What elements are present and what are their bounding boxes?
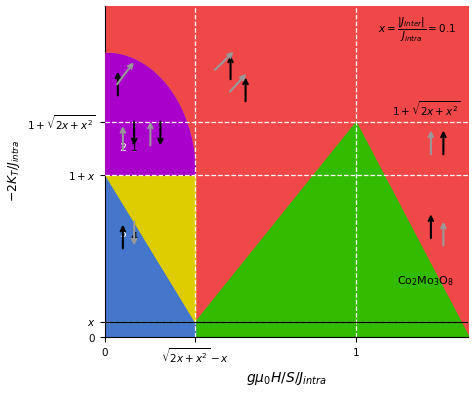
X-axis label: $g\mu_0H/S/J_{intra}$: $g\mu_0H/S/J_{intra}$	[246, 371, 328, 387]
Text: 3: 3	[119, 229, 127, 239]
Text: $x = \dfrac{|J_{inter}|}{J_{intra}} = 0.1$: $x = \dfrac{|J_{inter}|}{J_{intra}} = 0.…	[378, 16, 456, 44]
Y-axis label: $-2K_T / J_{intra}$: $-2K_T / J_{intra}$	[6, 140, 21, 202]
Text: 2: 2	[119, 143, 127, 153]
Text: 1: 1	[131, 143, 137, 153]
Text: $\mathrm{Co_2Mo_3O_8}$: $\mathrm{Co_2Mo_3O_8}$	[397, 274, 455, 288]
Text: 4: 4	[130, 231, 137, 242]
Text: $1 + \sqrt{2x + x^2}$: $1 + \sqrt{2x + x^2}$	[392, 99, 461, 118]
